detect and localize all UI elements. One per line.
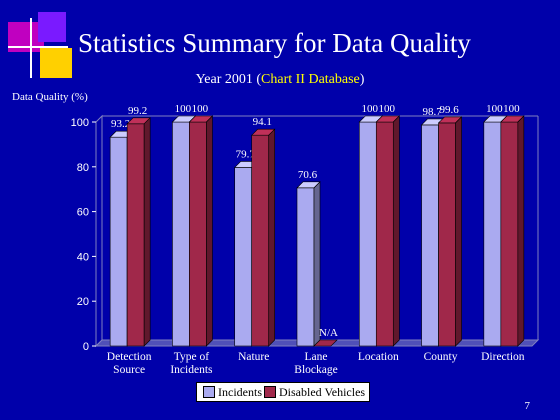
bar-side-1-1 xyxy=(206,115,213,347)
chart-legend: Incidents Disabled Vehicles xyxy=(196,382,371,402)
y-tick-label: 80 xyxy=(77,162,89,174)
bar-side-1-6 xyxy=(517,115,525,347)
bar-1-5 xyxy=(438,122,456,347)
bar-side-1-5 xyxy=(455,116,462,347)
subtitle-prefix: Year 2001 ( xyxy=(195,72,262,87)
legend-swatch-disabled-vehicles xyxy=(264,386,276,398)
subtitle-suffix: ) xyxy=(359,72,365,87)
x-tick-label: Nature xyxy=(238,351,269,363)
x-tick-label: Lane xyxy=(305,351,328,363)
y-tick-label: 100 xyxy=(71,117,89,129)
y-tick-label: 40 xyxy=(77,251,89,263)
chart-subtitle: Year 2001 (Chart II Database) xyxy=(0,72,560,88)
plot-left-wall xyxy=(95,114,103,348)
legend-swatch-incidents xyxy=(203,386,215,398)
data-label: N/A xyxy=(319,327,338,339)
bar-1-4 xyxy=(375,121,394,347)
y-tick-label: 20 xyxy=(77,296,89,308)
x-tick-label: Blockage xyxy=(294,364,337,376)
legend-label-disabled-vehicles: Disabled Vehicles xyxy=(279,384,366,399)
bar-0-4 xyxy=(358,121,377,347)
bar-1-0 xyxy=(126,123,145,347)
data-label: 100 xyxy=(486,103,503,115)
x-tick-label: County xyxy=(424,351,458,363)
data-label: 100 xyxy=(379,103,396,115)
bar-side-1-0 xyxy=(143,117,151,347)
data-label: 94.1 xyxy=(253,116,272,128)
slide-number: 7 xyxy=(524,400,531,412)
data-label: 93.2 xyxy=(111,118,130,130)
y-axis-label: Data Quality (%) xyxy=(12,91,88,103)
subtitle-highlight: Chart II Database xyxy=(261,72,360,87)
x-tick-label: Type of xyxy=(174,351,209,363)
x-tick-label: Direction xyxy=(481,351,525,363)
bar-side-1-2 xyxy=(268,128,276,347)
data-label: 100 xyxy=(362,103,379,115)
legend-label-incidents: Incidents xyxy=(218,384,262,399)
data-label: 99.6 xyxy=(439,104,459,116)
bar-side-1-4 xyxy=(392,115,400,347)
data-label: 79.7 xyxy=(236,148,256,160)
data-label: 100 xyxy=(503,103,520,115)
data-label: 98.7 xyxy=(422,106,442,118)
data-label: 70.6 xyxy=(298,169,318,181)
data-label: 100 xyxy=(192,103,209,115)
bar-1-6 xyxy=(500,121,519,347)
bar-1-2 xyxy=(251,134,270,347)
bar-0-0 xyxy=(109,136,128,347)
x-tick-label: Incidents xyxy=(170,364,213,376)
slide-title: Statistics Summary for Data Quality xyxy=(78,28,471,58)
bar-1-1 xyxy=(189,121,207,347)
data-label: 99.2 xyxy=(128,105,147,117)
bar-1-3-base xyxy=(313,339,338,347)
bar-0-2 xyxy=(234,167,253,347)
x-tick-label: Location xyxy=(358,351,399,363)
bar-0-5 xyxy=(421,124,439,347)
bar-0-6 xyxy=(483,121,502,347)
y-tick-label: 0 xyxy=(83,341,89,353)
data-label: 100 xyxy=(175,103,192,115)
bar-0-3 xyxy=(296,187,315,347)
bar-side-0-3 xyxy=(313,181,321,347)
x-tick-label: Source xyxy=(113,364,145,376)
y-tick-label: 60 xyxy=(77,207,89,219)
x-tick-label: Detection xyxy=(107,351,152,363)
bar-0-1 xyxy=(172,121,190,347)
